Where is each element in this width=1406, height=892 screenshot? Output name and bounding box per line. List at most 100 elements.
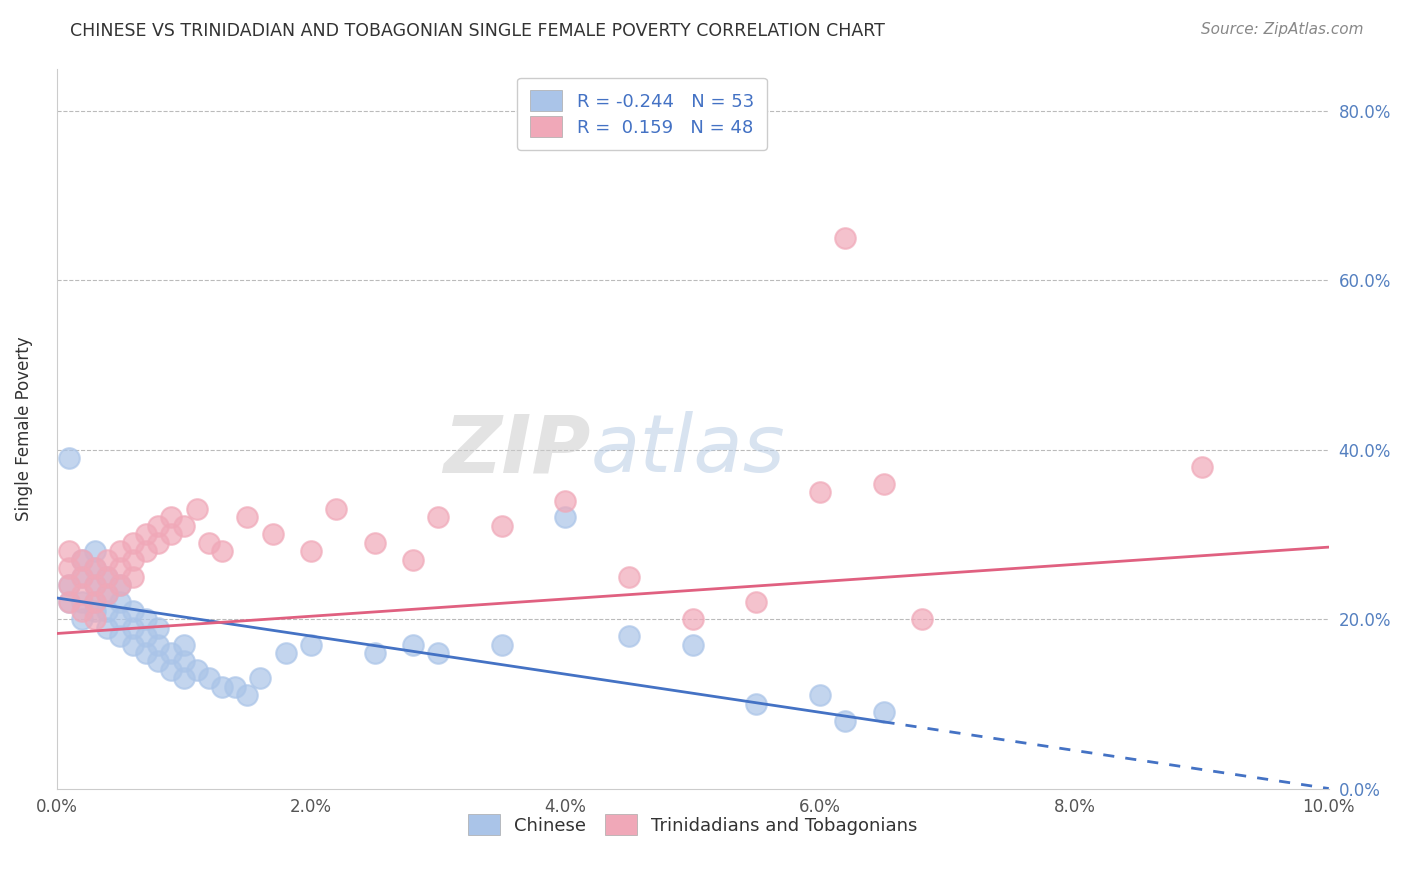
Point: [122, 638, 145, 652]
Point: [186, 663, 208, 677]
Text: Source: ZipAtlas.com: Source: ZipAtlas.com: [1201, 22, 1364, 37]
Point: [682, 638, 704, 652]
Point: [427, 646, 450, 660]
Point: [58, 595, 80, 609]
Point: [58, 595, 80, 609]
Point: [160, 663, 183, 677]
Point: [135, 612, 157, 626]
Point: [122, 570, 145, 584]
Point: [148, 519, 170, 533]
Point: [402, 553, 425, 567]
Point: [363, 646, 385, 660]
Legend: Chinese, Trinidadians and Tobagonians: Chinese, Trinidadians and Tobagonians: [458, 805, 927, 845]
Point: [135, 544, 157, 558]
Text: ZIP: ZIP: [443, 411, 591, 489]
Point: [160, 646, 183, 660]
Point: [682, 612, 704, 626]
Point: [70, 587, 93, 601]
Point: [554, 510, 576, 524]
Point: [110, 612, 132, 626]
Point: [70, 553, 93, 567]
Point: [58, 544, 80, 558]
Point: [83, 544, 105, 558]
Point: [70, 553, 93, 567]
Point: [70, 604, 93, 618]
Point: [160, 510, 183, 524]
Point: [83, 604, 105, 618]
Point: [83, 561, 105, 575]
Point: [96, 570, 118, 584]
Point: [173, 655, 195, 669]
Point: [110, 595, 132, 609]
Point: [491, 638, 513, 652]
Point: [173, 672, 195, 686]
Point: [186, 502, 208, 516]
Point: [745, 595, 768, 609]
Point: [122, 536, 145, 550]
Point: [83, 578, 105, 592]
Point: [70, 595, 93, 609]
Point: [834, 714, 856, 728]
Point: [83, 578, 105, 592]
Point: [834, 231, 856, 245]
Point: [554, 493, 576, 508]
Point: [58, 578, 80, 592]
Point: [58, 451, 80, 466]
Point: [872, 476, 894, 491]
Point: [122, 604, 145, 618]
Point: [96, 587, 118, 601]
Point: [491, 519, 513, 533]
Point: [211, 680, 233, 694]
Point: [58, 578, 80, 592]
Point: [198, 672, 221, 686]
Point: [58, 561, 80, 575]
Point: [83, 612, 105, 626]
Point: [122, 553, 145, 567]
Point: [325, 502, 347, 516]
Point: [363, 536, 385, 550]
Point: [110, 544, 132, 558]
Point: [1191, 459, 1213, 474]
Point: [808, 485, 831, 500]
Point: [617, 629, 640, 643]
Point: [236, 510, 259, 524]
Point: [236, 689, 259, 703]
Point: [135, 527, 157, 541]
Point: [122, 621, 145, 635]
Point: [110, 629, 132, 643]
Point: [211, 544, 233, 558]
Point: [96, 570, 118, 584]
Point: [70, 570, 93, 584]
Y-axis label: Single Female Poverty: Single Female Poverty: [15, 336, 32, 521]
Text: CHINESE VS TRINIDADIAN AND TOBAGONIAN SINGLE FEMALE POVERTY CORRELATION CHART: CHINESE VS TRINIDADIAN AND TOBAGONIAN SI…: [70, 22, 886, 40]
Point: [135, 646, 157, 660]
Point: [148, 655, 170, 669]
Point: [262, 527, 284, 541]
Point: [274, 646, 297, 660]
Point: [299, 638, 322, 652]
Point: [83, 595, 105, 609]
Text: atlas: atlas: [591, 411, 786, 489]
Point: [224, 680, 246, 694]
Point: [96, 587, 118, 601]
Point: [173, 638, 195, 652]
Point: [110, 578, 132, 592]
Point: [427, 510, 450, 524]
Point: [83, 595, 105, 609]
Point: [249, 672, 271, 686]
Point: [70, 612, 93, 626]
Point: [96, 604, 118, 618]
Point: [148, 638, 170, 652]
Point: [402, 638, 425, 652]
Point: [745, 697, 768, 711]
Point: [872, 706, 894, 720]
Point: [911, 612, 934, 626]
Point: [135, 629, 157, 643]
Point: [110, 561, 132, 575]
Point: [110, 578, 132, 592]
Point: [148, 621, 170, 635]
Point: [198, 536, 221, 550]
Point: [808, 689, 831, 703]
Point: [96, 553, 118, 567]
Point: [617, 570, 640, 584]
